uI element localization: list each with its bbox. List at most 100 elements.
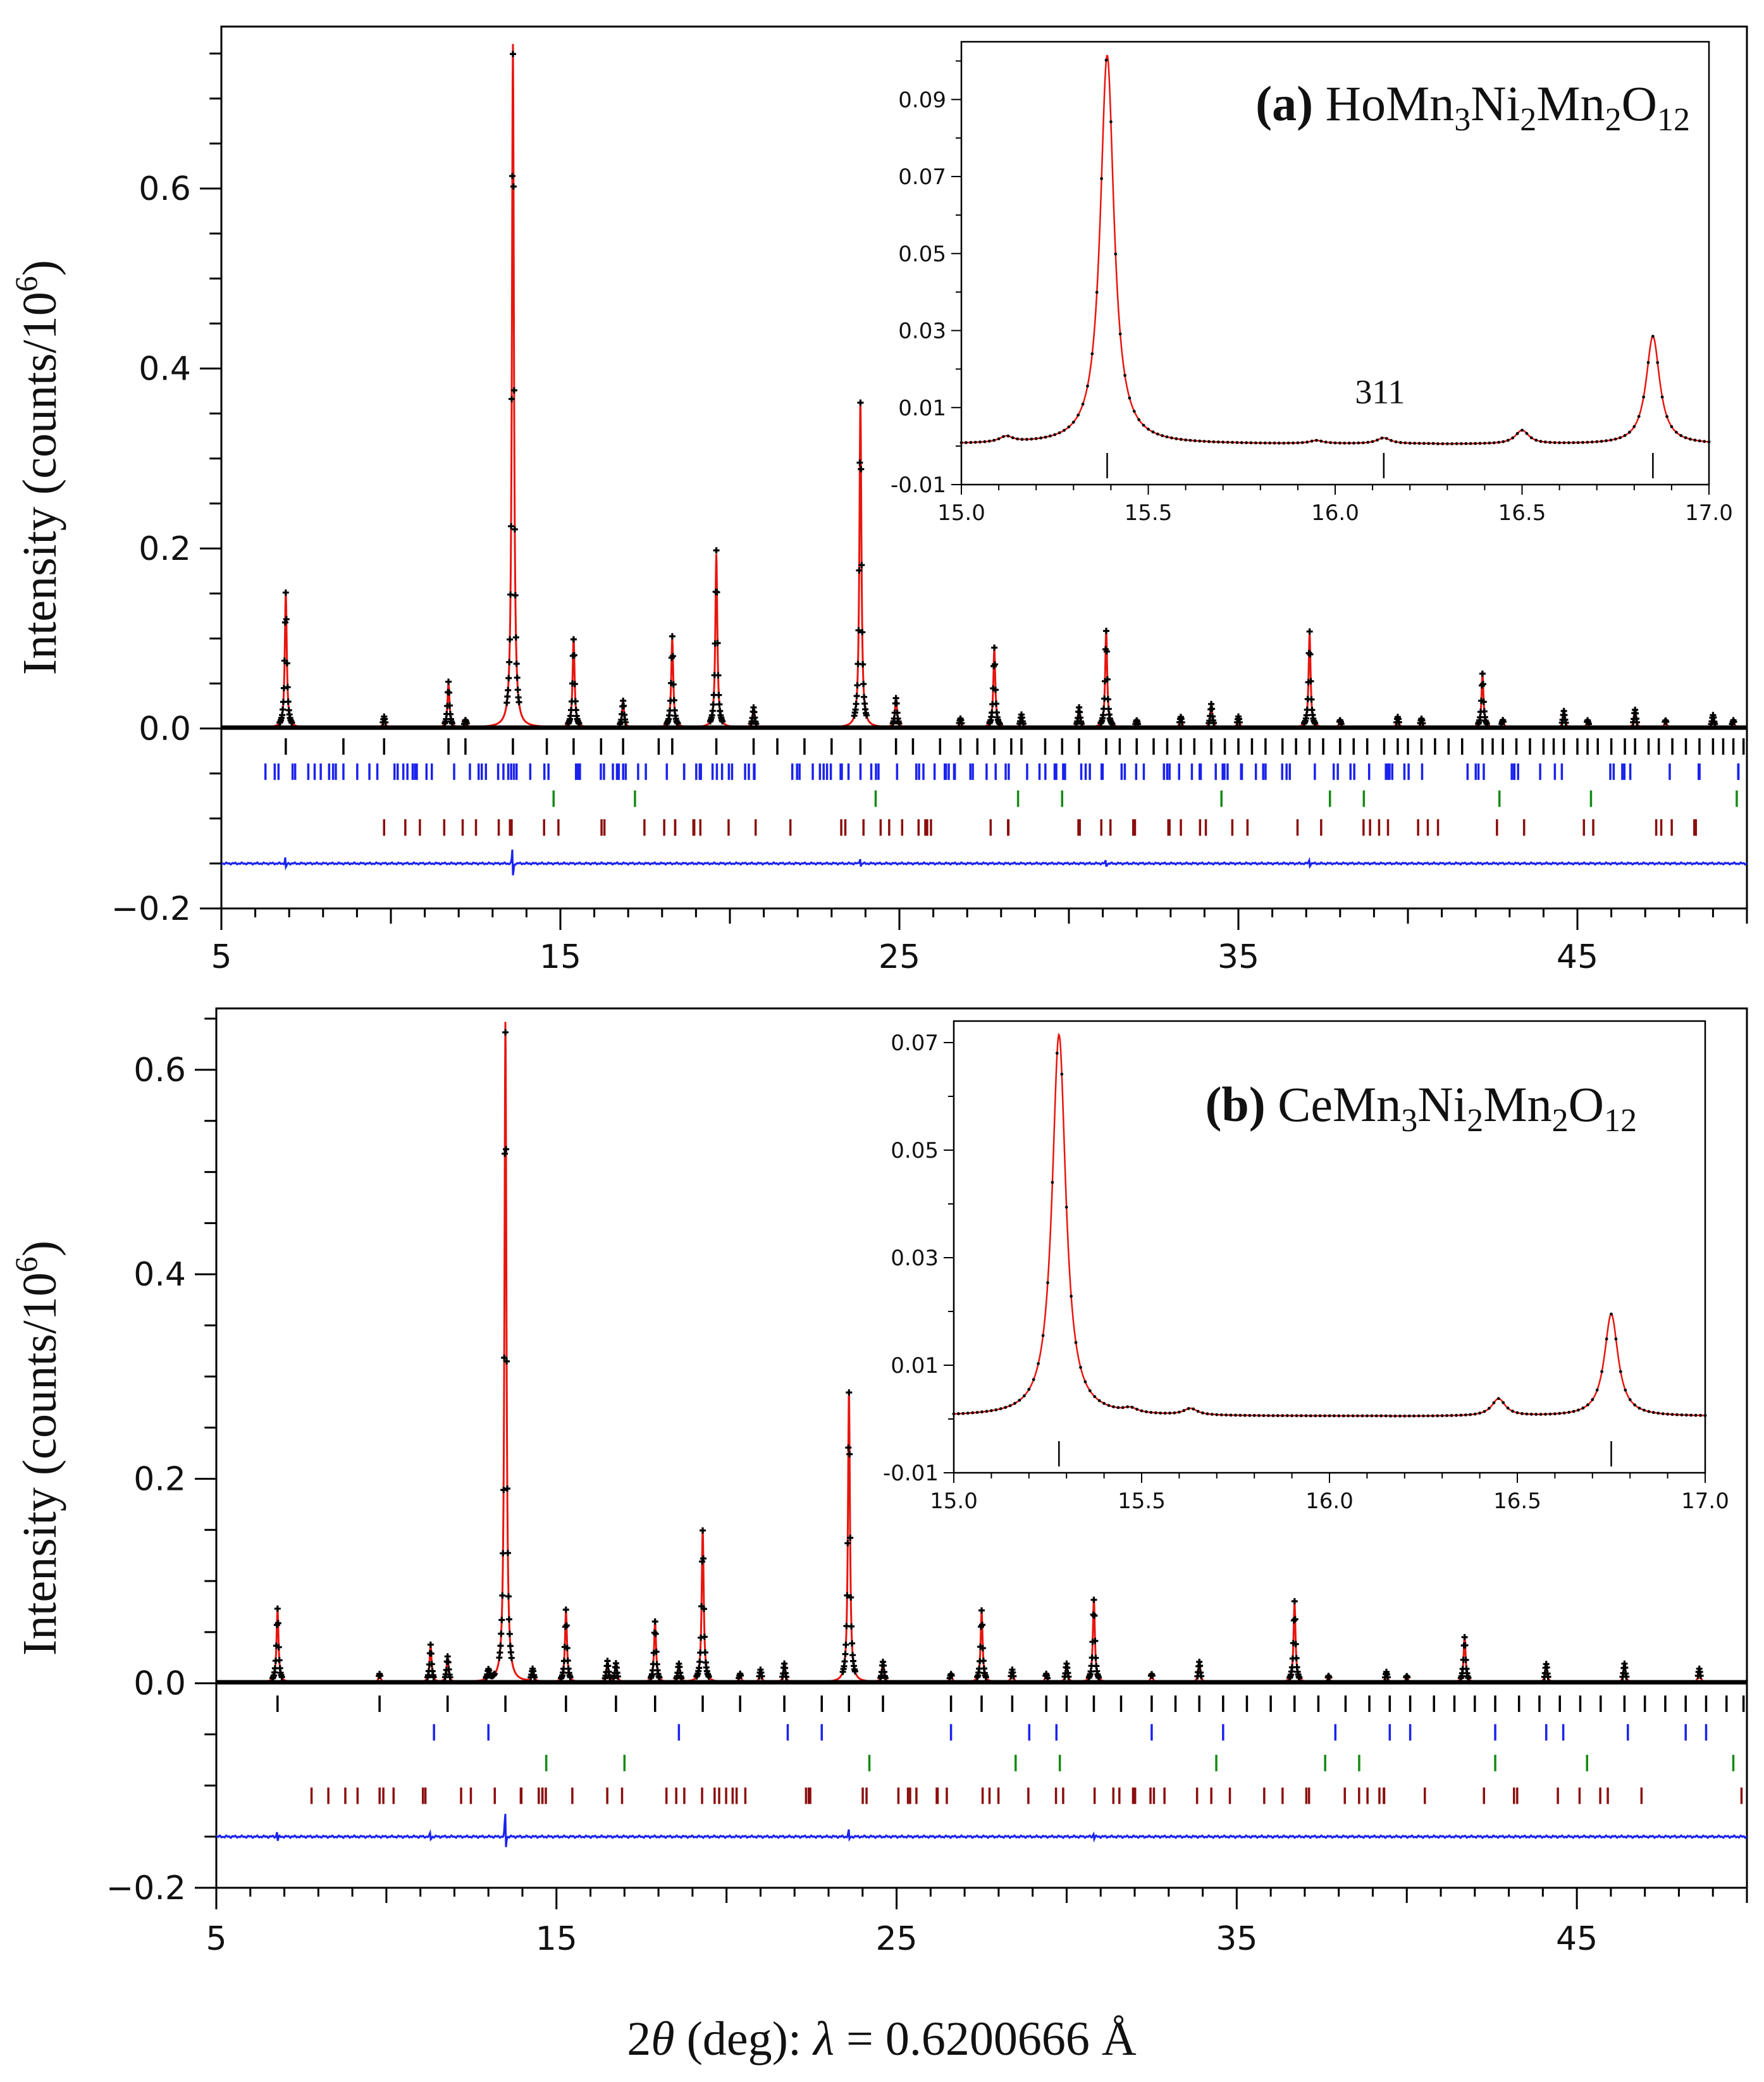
inset-observed-point xyxy=(1684,1413,1688,1417)
observed-peak xyxy=(839,1389,858,1675)
inset-observed-point xyxy=(1011,436,1015,440)
inset-observed-point xyxy=(1324,440,1328,444)
y-tick-label: 0.0 xyxy=(133,1665,186,1703)
inset-observed-point xyxy=(1008,1404,1012,1408)
inset-observed-point xyxy=(975,1411,979,1415)
observed-point xyxy=(1500,718,1507,725)
observed-point xyxy=(1480,698,1487,705)
observed-point xyxy=(716,701,723,708)
y-axis-label-text: Intensity (counts/10 xyxy=(13,292,66,675)
observed-point xyxy=(714,640,721,647)
inset-observed-point xyxy=(1488,441,1491,445)
observed-peak xyxy=(1694,1665,1704,1679)
inset-y-tick-label: 0.03 xyxy=(891,1246,939,1271)
inset-observed-point xyxy=(1243,1413,1247,1417)
inset-observed-point xyxy=(1351,1414,1355,1418)
observed-peak xyxy=(946,1671,955,1682)
observed-point xyxy=(880,1662,887,1669)
observed-point xyxy=(514,686,521,693)
observed-point xyxy=(701,1649,708,1656)
inset-observed-point xyxy=(1515,1411,1519,1415)
x-axis-label-lambda: λ xyxy=(812,2012,834,2066)
observed-peak xyxy=(1393,714,1402,726)
inset-observed-point xyxy=(1398,1414,1402,1418)
observed-point xyxy=(276,1657,283,1664)
observed-peak xyxy=(617,697,629,728)
x-axis-label: 2θ (deg): λ = 0.6200666 Å xyxy=(627,2012,1137,2066)
inset-observed-point xyxy=(1684,436,1687,440)
inset-observed-point xyxy=(1347,1414,1350,1418)
inset-observed-point xyxy=(1515,431,1519,435)
observed-point xyxy=(503,1358,510,1365)
observed-peak xyxy=(376,1671,384,1680)
observed-point xyxy=(503,699,510,706)
inset-observed-point xyxy=(1646,361,1650,364)
observed-peak xyxy=(441,1653,453,1681)
observed-point xyxy=(1384,1674,1391,1681)
tick-row-third-phase xyxy=(552,790,1738,807)
inset-observed-point xyxy=(1413,442,1417,445)
observed-point xyxy=(857,399,864,406)
inset-observed-point xyxy=(1263,441,1267,445)
inset-observed-point xyxy=(1039,436,1042,440)
observed-point xyxy=(614,1673,621,1680)
inset-observed-point xyxy=(1168,1411,1171,1415)
observed-peak xyxy=(706,547,726,725)
inset-observed-point xyxy=(1318,1414,1322,1418)
x-axis-label-mid: (deg): xyxy=(675,2012,813,2066)
observed-peak xyxy=(1300,628,1319,727)
observed-point xyxy=(1090,1596,1097,1603)
observed-point xyxy=(1543,1664,1550,1671)
panel-title-part: O xyxy=(1622,76,1657,131)
inset-observed-points xyxy=(952,1051,1707,1418)
observed-point xyxy=(858,466,865,473)
observed-point xyxy=(855,627,862,634)
observed-peak xyxy=(986,644,1003,728)
inset-y-tick-label: 0.09 xyxy=(898,87,946,113)
inset-observed-point xyxy=(1595,1388,1599,1392)
observed-peak xyxy=(956,715,965,727)
observed-point xyxy=(445,1659,452,1666)
observed-point xyxy=(851,1668,858,1675)
observed-point xyxy=(861,700,868,707)
inset-observed-point xyxy=(1525,431,1529,435)
observed-point xyxy=(506,1630,513,1637)
observed-point xyxy=(992,661,998,668)
observed-point xyxy=(446,689,453,696)
observed-point xyxy=(1010,1673,1017,1680)
inset-observed-point xyxy=(1207,440,1211,443)
inset-observed-point xyxy=(1374,1414,1378,1418)
observed-point xyxy=(700,1527,706,1534)
observed-point xyxy=(500,1487,507,1494)
observed-point xyxy=(979,1621,985,1628)
observed-peak xyxy=(1584,717,1592,728)
inset-observed-point xyxy=(1079,1366,1082,1369)
observed-point xyxy=(501,1354,508,1361)
observed-point xyxy=(514,674,521,681)
observed-point xyxy=(1419,720,1426,727)
observed-point xyxy=(572,698,579,705)
inset-observed-point xyxy=(1628,430,1631,434)
observed-point xyxy=(1236,719,1243,726)
observed-point xyxy=(576,720,583,727)
observed-peak xyxy=(1324,1673,1333,1681)
inset-x-tick-label: 16.0 xyxy=(1305,1489,1354,1514)
inset-observed-point xyxy=(1292,441,1295,445)
inset-observed-point xyxy=(1441,442,1445,445)
observed-point xyxy=(656,1674,663,1681)
inset-observed-point xyxy=(1591,1397,1594,1401)
inset-observed-point xyxy=(1154,1411,1157,1415)
observed-point xyxy=(563,1622,570,1629)
inset-observed-point xyxy=(1037,1362,1040,1365)
y-tick-label: 0.0 xyxy=(139,710,191,748)
observed-point xyxy=(860,661,867,668)
observed-peak xyxy=(851,399,870,719)
observed-point xyxy=(567,712,574,719)
plot-frame xyxy=(220,25,1748,910)
observed-point xyxy=(499,1592,506,1599)
x-tick-label: 5 xyxy=(206,1920,226,1958)
observed-point xyxy=(701,1633,708,1640)
panel-title-part: HoMn xyxy=(1326,76,1455,131)
observed-point xyxy=(1211,719,1217,726)
inset-observed-point xyxy=(1408,442,1412,445)
